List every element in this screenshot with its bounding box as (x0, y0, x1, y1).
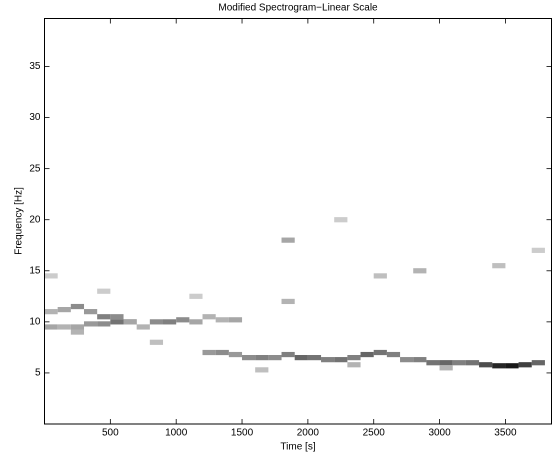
heatmap-cell (281, 351, 295, 358)
heatmap-cell (149, 339, 164, 345)
heatmap-cell (347, 362, 361, 368)
heatmap-cell (479, 362, 493, 368)
heatmap-cell (413, 268, 427, 274)
heatmap-cell (83, 309, 98, 315)
heatmap-cell (452, 360, 466, 366)
heatmap-cell (492, 363, 506, 369)
heatmap-cell (189, 293, 203, 299)
heatmap-cell (44, 273, 58, 279)
heatmap-cell (386, 351, 401, 358)
heatmap-cell (215, 349, 229, 356)
heatmap-cell (57, 324, 71, 330)
heatmap-cell (189, 319, 203, 325)
y-tick-label: 25 (29, 163, 41, 174)
heatmap-cell (307, 355, 322, 361)
heatmap-cell (228, 317, 243, 323)
heatmap-cell (97, 288, 111, 294)
heatmap-cell (70, 324, 85, 330)
x-tick-label: 3500 (494, 428, 517, 439)
heatmap-cell (97, 314, 111, 320)
heatmap-cell (413, 357, 427, 363)
heatmap-cell (268, 355, 282, 361)
heatmap-cell (110, 319, 124, 325)
heatmap-cell (531, 247, 545, 253)
heatmap-cell (44, 324, 58, 330)
x-tick-label: 1000 (165, 428, 188, 439)
heatmap-cell (136, 324, 150, 330)
heatmap-cell (439, 365, 453, 371)
heatmap-cell (334, 217, 348, 223)
heatmap-cell (531, 360, 545, 366)
heatmap-cell (44, 309, 58, 315)
heatmap-cell (360, 351, 374, 358)
heatmap-cell (281, 237, 295, 243)
heatmap-cell (426, 360, 440, 366)
heatmap-cell (202, 314, 216, 320)
heatmap-cell (163, 319, 177, 325)
y-axis-label: Frequency [Hz] (14, 187, 25, 255)
heatmap-cell (242, 355, 256, 361)
heatmap-cell (110, 314, 124, 320)
heatmap-cell (97, 321, 111, 327)
heatmap-cell (465, 360, 480, 366)
heatmap-cell (373, 273, 387, 279)
y-tick-label: 35 (29, 61, 41, 72)
heatmap-cell (255, 355, 269, 361)
heatmap-cell (347, 355, 361, 361)
heatmap-cell (373, 349, 387, 356)
heatmap-cell (123, 319, 137, 325)
heatmap-cell (70, 329, 85, 335)
y-tick-label: 5 (35, 368, 41, 379)
heatmap-cell (400, 357, 414, 363)
x-tick-label: 1500 (231, 428, 254, 439)
heatmap-cell (255, 367, 269, 373)
x-tick-label: 3000 (428, 428, 451, 439)
x-tick-label: 2500 (363, 428, 386, 439)
heatmap-cell (505, 363, 519, 369)
y-tick-label: 15 (29, 265, 41, 276)
heatmap-cell (176, 317, 190, 323)
heatmap (44, 217, 545, 373)
heatmap-cell (492, 263, 506, 269)
heatmap-cell (57, 307, 71, 313)
heatmap-cell (228, 351, 243, 358)
heatmap-cell (294, 355, 308, 361)
heatmap-cell (215, 317, 229, 323)
heatmap-cell (321, 357, 335, 363)
heatmap-cell (70, 303, 85, 310)
heatmap-cell (334, 357, 348, 363)
heatmap-cell (149, 319, 164, 325)
y-tick-label: 20 (29, 214, 41, 225)
x-tick-label: 500 (102, 428, 119, 439)
heatmap-cell (281, 298, 295, 305)
y-tick-label: 30 (29, 112, 41, 123)
heatmap-cell (518, 362, 532, 368)
heatmap-cell (83, 321, 98, 327)
x-axis-label: Time [s] (280, 442, 315, 453)
chart-title: Modified Spectrogram−Linear Scale (218, 3, 378, 14)
heatmap-cell (439, 360, 453, 366)
heatmap-cell (202, 349, 216, 356)
y-tick-label: 10 (29, 316, 41, 327)
x-tick-label: 2000 (297, 428, 320, 439)
